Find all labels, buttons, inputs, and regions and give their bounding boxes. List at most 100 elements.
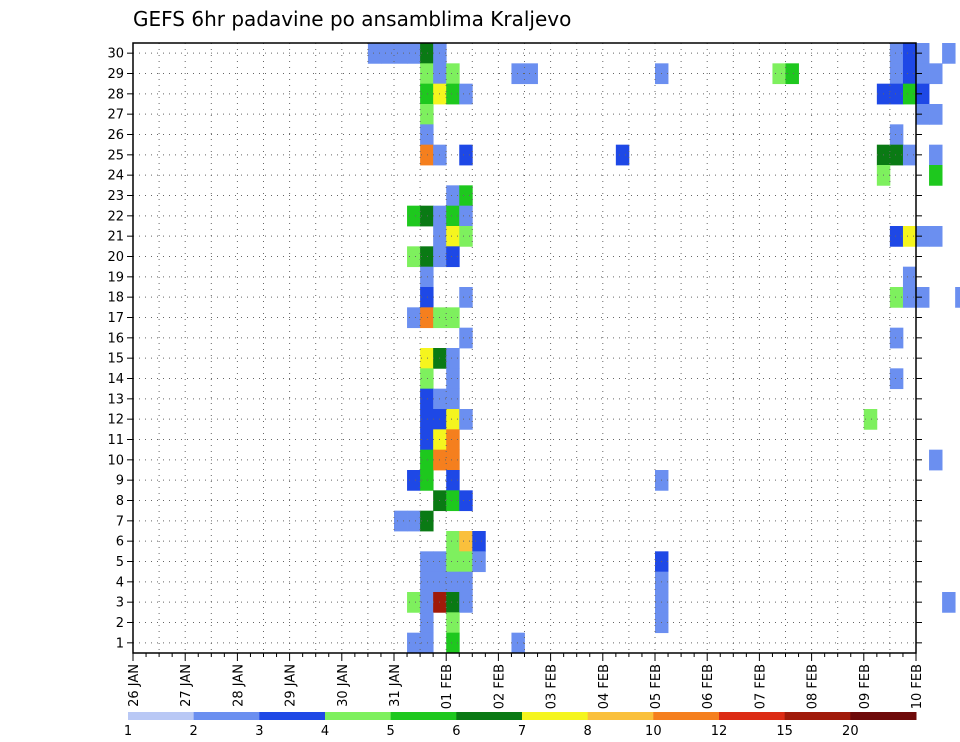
y-tick-label: 10 [107, 453, 124, 468]
x-tick-label: 10 FEB [910, 664, 925, 709]
y-tick-label: 4 [116, 575, 124, 590]
heatmap-cell [929, 63, 943, 85]
y-tick-label: 27 [107, 108, 124, 123]
heatmap-cell [420, 368, 434, 390]
heatmap-cell [511, 63, 525, 85]
heatmap-cell [380, 43, 395, 64]
heatmap-cell [459, 185, 473, 207]
x-tick-label: 06 FEB [701, 664, 716, 709]
heatmap-cell [446, 429, 460, 451]
heatmap-cell [863, 409, 878, 430]
heatmap-cell [420, 205, 434, 227]
y-tick-label: 9 [116, 474, 124, 489]
y-tick-label: 15 [107, 352, 124, 367]
heatmap-cell [459, 226, 473, 247]
heatmap-cell [889, 327, 904, 349]
y-tick-label: 28 [107, 87, 124, 102]
colorbar-label: 12 [711, 724, 728, 739]
heatmap-cell [889, 43, 904, 64]
y-tick-label: 12 [107, 413, 124, 428]
heatmap-cell [902, 83, 917, 105]
heatmap-cell [420, 124, 434, 146]
heatmap-cell [459, 205, 473, 227]
x-tick-label: 31 JAN [388, 664, 403, 707]
colorbar-label: 8 [584, 724, 592, 739]
heatmap-cell [420, 592, 434, 613]
y-tick-label: 29 [107, 67, 124, 82]
y-tick-label: 17 [107, 311, 124, 326]
heatmap-cell [420, 612, 434, 634]
heatmap-cell [446, 592, 460, 613]
heatmap-cell [420, 429, 434, 451]
colorbar-swatch [719, 712, 786, 720]
x-tick-label: 09 FEB [858, 664, 873, 709]
heatmap-cell [772, 63, 786, 85]
heatmap-cell [889, 368, 904, 390]
x-tick-label: 02 FEB [492, 664, 507, 709]
heatmap-cell [446, 83, 460, 105]
colorbar-label: 4 [321, 724, 329, 739]
heatmap-cell [942, 592, 956, 613]
heatmap-cell [420, 83, 434, 105]
y-tick-label: 23 [107, 189, 124, 204]
chart-title: GEFS 6hr padavine po ansamblima Kraljevo [133, 7, 571, 31]
heatmap-cell [929, 104, 943, 125]
heatmap-cell [916, 63, 930, 85]
colorbar-swatch [128, 712, 195, 720]
colorbar-label: 1 [124, 724, 132, 739]
heatmap-cell [446, 205, 460, 227]
heatmap-cell [459, 144, 473, 166]
colorbar-swatch [587, 712, 654, 720]
heatmap-cell [472, 551, 486, 573]
heatmap-cell [459, 409, 473, 430]
y-tick-label: 24 [107, 169, 124, 184]
heatmap-cell [459, 571, 473, 593]
x-tick-label: 27 JAN [179, 664, 194, 707]
heatmap-cell [420, 409, 434, 430]
heatmap-cell [889, 144, 904, 166]
colorbar-label: 7 [518, 724, 526, 739]
x-tick-label: 04 FEB [597, 664, 612, 709]
x-tick-label: 01 FEB [440, 664, 455, 709]
heatmap-cell [446, 226, 460, 247]
heatmap-cell [929, 165, 943, 186]
heatmap-cell [459, 83, 473, 105]
x-tick-label: 29 JAN [284, 664, 299, 707]
heatmap-cell [459, 592, 473, 613]
y-tick-label: 6 [116, 535, 124, 550]
heatmap-cell [446, 368, 460, 390]
y-tick-label: 30 [107, 47, 124, 62]
heatmap-cell [459, 327, 473, 349]
heatmap-cell [446, 470, 460, 491]
colorbar-label: 6 [452, 724, 460, 739]
x-tick-label: 30 JAN [336, 664, 351, 707]
heatmap-cell [420, 266, 434, 288]
heatmap-cell [446, 571, 460, 593]
heatmap-cell [524, 63, 538, 85]
heatmap-cell [446, 348, 460, 369]
heatmap-cell [420, 388, 434, 410]
y-tick-label: 5 [116, 555, 124, 570]
heatmap-cell [615, 144, 630, 166]
heatmap-cell [902, 63, 917, 85]
heatmap-cell [407, 307, 421, 329]
grid-layer [133, 43, 916, 653]
y-tick-label: 13 [107, 392, 124, 407]
colorbar-swatch [325, 712, 392, 720]
colorbar-swatch [653, 712, 720, 720]
heatmap-cell [916, 287, 930, 308]
heatmap-cell [902, 226, 917, 247]
colorbar: 1 2 3 4 5 6 7 8 10 12 15 20 [124, 712, 917, 739]
colorbar-label: 3 [255, 724, 263, 739]
colorbar-swatch [259, 712, 326, 720]
y-axis: 1234567891011121314151617181920212223242… [107, 47, 922, 651]
y-tick-label: 2 [116, 616, 124, 631]
heatmap-cell [407, 246, 421, 268]
x-tick-label: 05 FEB [649, 664, 664, 709]
heatmap-cell [902, 287, 917, 308]
heatmap-cell [446, 490, 460, 512]
heatmap-cell [446, 632, 460, 654]
y-tick-label: 22 [107, 209, 124, 224]
heatmap-cell [446, 307, 460, 329]
